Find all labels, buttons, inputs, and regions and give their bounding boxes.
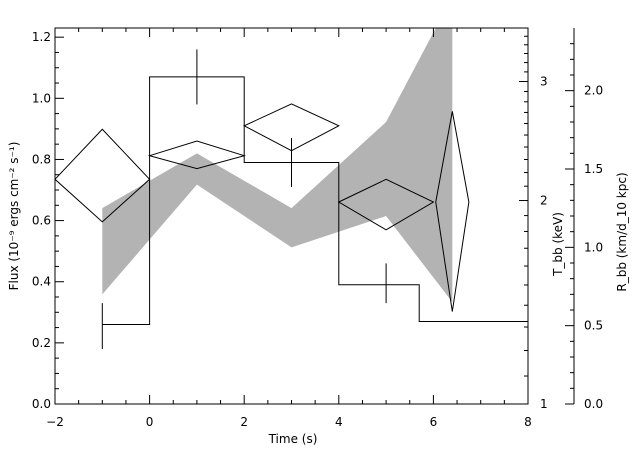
radius-band-layer <box>102 28 453 303</box>
x-axis-label: Time (s) <box>268 432 318 446</box>
y-mid-axis-label: T_bb (keV) <box>551 212 565 277</box>
y-right-tick-label: 0.5 <box>584 319 603 333</box>
y-right-tick-label: 1.0 <box>584 240 603 254</box>
ticks-layer: −2 0 2 4 6 8 0.0 0.2 0.4 0.6 0.8 1.0 1.2 1 2 3 0.0 0.5 1.0… <box>32 28 603 429</box>
x-tick-label: 2 <box>240 415 248 429</box>
y-left-tick-label: 1.0 <box>32 91 51 105</box>
y-right-tick-label: 0.0 <box>584 397 603 411</box>
y-mid-tick-label: 1 <box>540 397 548 411</box>
y-mid-tick-label: 2 <box>540 194 548 208</box>
y-left-tick-label: 0.8 <box>32 152 51 166</box>
data-layer <box>54 49 528 349</box>
y-left-tick-label: 0.6 <box>32 214 51 228</box>
y-left-tick-label: 1.2 <box>32 30 51 44</box>
y-left-tick-label: 0.0 <box>32 397 51 411</box>
radius-band <box>102 28 453 303</box>
y-mid-tick-label: 3 <box>540 75 548 89</box>
x-tick-label: −2 <box>46 415 64 429</box>
y-right-tick-label: 1.5 <box>584 162 603 176</box>
temperature-diamond <box>54 128 151 223</box>
temperature-diamond <box>337 178 435 231</box>
x-tick-label: 4 <box>335 415 343 429</box>
temperature-diamond <box>147 140 246 170</box>
y-left-axis-label: Flux (10⁻⁹ ergs cm⁻² s⁻¹) <box>7 142 21 291</box>
temperature-diamond <box>435 111 470 312</box>
temperature-diamond <box>243 103 340 152</box>
x-tick-label: 8 <box>524 415 532 429</box>
y-left-tick-label: 0.2 <box>32 336 51 350</box>
x-tick-label: 6 <box>430 415 438 429</box>
y-right-axis-label: R_bb (km/d_10 kpc) <box>615 172 629 291</box>
x-tick-label: 0 <box>146 415 154 429</box>
y-right-tick-label: 2.0 <box>584 84 603 98</box>
y-left-tick-label: 0.4 <box>32 275 51 289</box>
